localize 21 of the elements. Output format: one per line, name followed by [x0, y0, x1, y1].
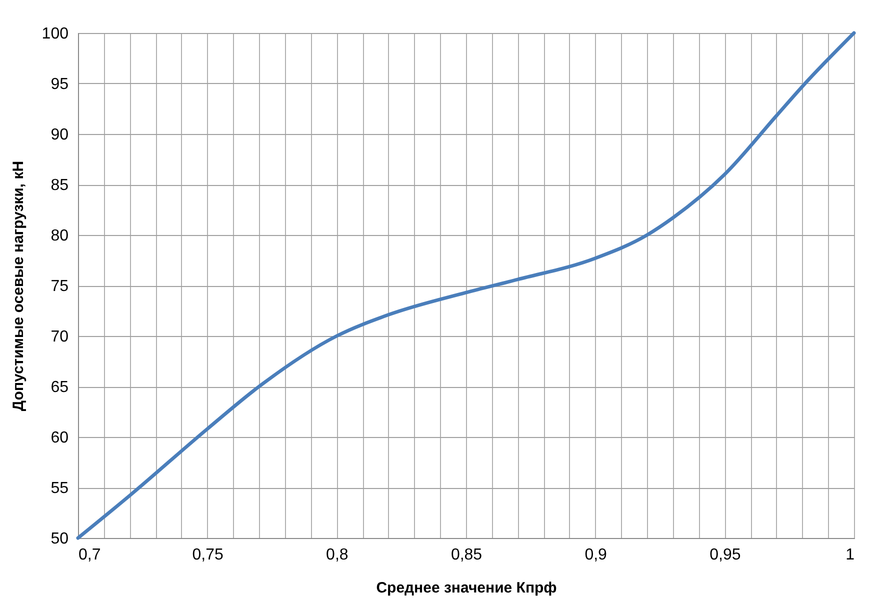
- y-tick-label: 55: [50, 480, 69, 497]
- x-tick-label: 0,95: [710, 546, 741, 564]
- line-series: [76, 31, 856, 540]
- y-tick-label: 75: [50, 278, 69, 295]
- y-tick-label: 65: [50, 379, 69, 396]
- y-tick-label: 95: [50, 76, 69, 93]
- x-tick-label: 0,75: [192, 546, 224, 564]
- x-tick-label: 0,7: [78, 546, 101, 564]
- y-tick-label: 70: [50, 328, 69, 346]
- y-tick-label: 60: [50, 430, 69, 446]
- x-tick-label: 1: [846, 546, 855, 564]
- x-tick-label: 0,8: [326, 546, 348, 564]
- y-tick-label: 85: [50, 177, 69, 194]
- x-axis-title: Среднее значение Кпрф: [376, 580, 557, 596]
- y-tick-label: 100: [42, 26, 69, 42]
- x-tick-label: 0,85: [450, 546, 482, 564]
- y-tick-label: 90: [50, 126, 69, 144]
- y-tick-label: 80: [50, 228, 69, 244]
- x-tick-label: 0,9: [584, 546, 608, 564]
- y-tick-label: 50: [50, 530, 69, 548]
- y-axis-title: Допустимые осевые нагрузки, кН: [10, 160, 27, 412]
